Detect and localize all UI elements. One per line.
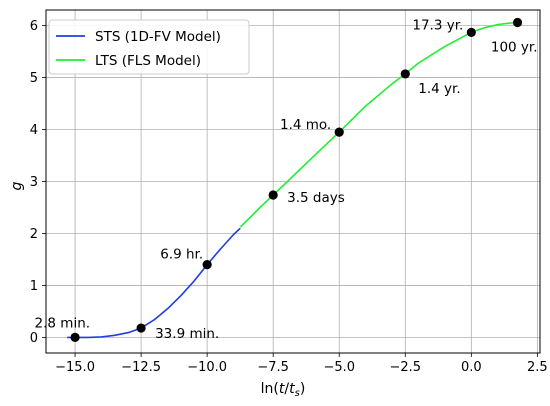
- x-tick-label: −10.0: [187, 360, 227, 375]
- data-point: [70, 332, 80, 343]
- y-tick-label: 6: [30, 19, 38, 34]
- y-tick-label: 1: [30, 279, 38, 294]
- point-annotation: 1.4 mo.: [280, 117, 331, 133]
- y-tick-label: 3: [30, 175, 38, 190]
- point-annotation: 17.3 yr.: [412, 17, 463, 33]
- y-tick-label: 5: [30, 71, 38, 86]
- x-tick-label: −7.5: [257, 360, 289, 375]
- axis-ticks: −15.0 −12.5 −10.0 −7.5 −5.0 −2.5 0.0 2.5 0 1 2 3 4 5 6: [30, 19, 548, 375]
- legend-label-sts: STS (1D-FV Model): [95, 29, 221, 45]
- series-line-1: [239, 21, 518, 228]
- x-tick-label: −12.5: [121, 360, 161, 375]
- series-lines: [67, 21, 518, 339]
- x-tick-label: −15.0: [55, 360, 95, 375]
- point-annotation: 100 yr.: [491, 39, 538, 55]
- y-tick-label: 0: [30, 331, 38, 346]
- x-tick-label: −2.5: [389, 360, 421, 375]
- x-tick-label: 2.5: [527, 360, 548, 375]
- legend: STS (1D-FV Model) LTS (FLS Model): [48, 19, 250, 75]
- y-axis-label: g: [9, 181, 25, 190]
- data-point: [400, 69, 410, 79]
- point-annotation: 1.4 yr.: [418, 81, 460, 97]
- data-point: [136, 323, 146, 333]
- data-point: [466, 27, 476, 37]
- grid-lines: [46, 10, 540, 353]
- x-axis-label: ln(t/ts): [261, 381, 306, 399]
- series-line-0: [67, 227, 241, 339]
- y-tick-label: 4: [30, 123, 38, 138]
- y-tick-label: 2: [30, 227, 38, 242]
- legend-box: [48, 19, 250, 75]
- point-annotation: 33.9 min.: [155, 326, 219, 342]
- point-annotation: 2.8 min.: [35, 315, 91, 331]
- legend-label-lts: LTS (FLS Model): [95, 53, 201, 69]
- data-point: [512, 17, 523, 28]
- data-point: [202, 260, 212, 270]
- data-point: [268, 190, 278, 200]
- annotations: 2.8 min. 33.9 min. 6.9 hr. 3.5 days 1.4 mo. 1…: [35, 17, 538, 342]
- x-tick-label: −5.0: [323, 360, 355, 375]
- data-points: [70, 17, 523, 343]
- point-annotation: 6.9 hr.: [160, 247, 203, 263]
- point-annotation: 3.5 days: [287, 190, 345, 206]
- data-point: [334, 127, 344, 137]
- x-tick-label: 0.0: [461, 360, 482, 375]
